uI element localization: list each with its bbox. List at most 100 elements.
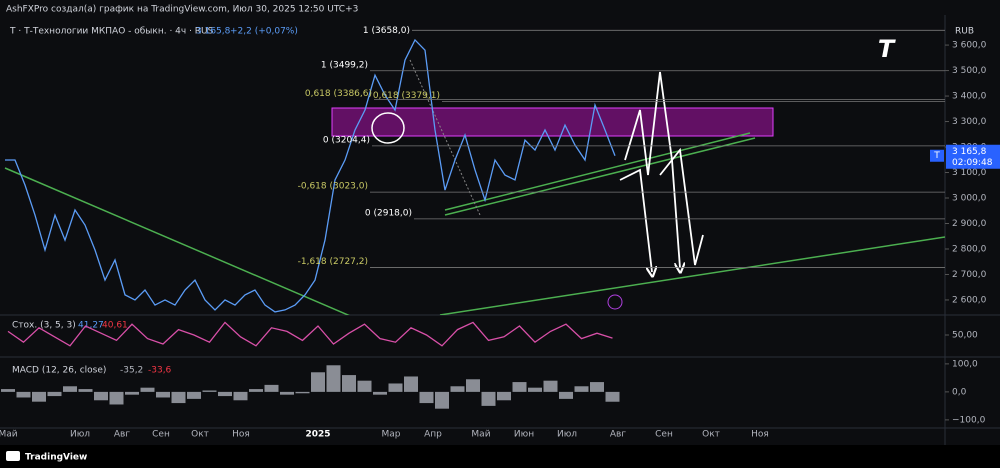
histogram-bar <box>94 391 108 401</box>
dotted-line <box>409 59 481 216</box>
histogram-bar <box>605 391 620 402</box>
histogram-bar <box>47 391 62 397</box>
histogram-bar <box>466 379 480 392</box>
header: AshFXPro создал(а) график на TradingView… <box>6 5 358 15</box>
y-tick-label: 2 900,0 <box>952 219 987 229</box>
y-tick-label: 50,00 <box>952 331 978 341</box>
y-tick-label: 3 000,0 <box>952 194 987 204</box>
price-line <box>7 321 613 347</box>
fib-label: 1 (3499,2) <box>321 60 368 70</box>
tv-logo <box>6 451 20 461</box>
y-tick-label: −100,0 <box>952 415 986 425</box>
histogram-bar <box>342 375 356 392</box>
price-line <box>5 38 616 313</box>
histogram-bar <box>264 384 279 392</box>
histogram-bar <box>109 391 124 405</box>
histogram-bar <box>450 386 465 392</box>
histogram-bar <box>32 391 46 402</box>
last-price-label: 3 165,8 <box>952 147 987 157</box>
x-tick-label: Июл <box>70 430 90 440</box>
histogram-bar <box>202 390 217 392</box>
y-tick-label: 0,0 <box>952 387 967 397</box>
currency: RUB <box>955 27 974 37</box>
trendline <box>444 137 756 216</box>
x-tick-label: Окт <box>191 430 209 440</box>
y-tick-label: 2 600,0 <box>952 295 987 305</box>
histogram-bar <box>249 389 263 392</box>
histogram-bar <box>435 391 449 409</box>
main-pane <box>5 38 616 313</box>
fib-label: -0,618 (3023,0) <box>298 182 368 192</box>
histogram-bar <box>78 389 93 392</box>
x-tick-label: Окт <box>702 430 720 440</box>
last-price-box <box>946 144 1000 169</box>
histogram-bar <box>326 365 341 392</box>
y-tick-label: 100,0 <box>952 359 978 369</box>
trendline <box>439 236 945 315</box>
symbol-title: Т · Т-Технологии МКПАО - обыкн. · 4ч · R… <box>9 27 214 37</box>
y-tick-label: 2 700,0 <box>952 270 987 280</box>
y-tick-label: 3 500,0 <box>952 66 987 76</box>
histogram-bar <box>218 391 232 397</box>
price-header: 3 165,8 <box>196 27 231 37</box>
x-tick-label: Ноя <box>751 430 769 440</box>
macd-value: -33,6 <box>148 366 172 376</box>
histogram-bar <box>373 391 387 395</box>
histogram-bar <box>404 376 418 392</box>
histogram-bar <box>295 391 310 394</box>
y-tick-label: 3 300,0 <box>952 117 987 127</box>
timer: 02:09:48 <box>952 158 993 168</box>
histogram-bar <box>512 382 527 392</box>
stoch-value: 40,61 <box>102 321 128 331</box>
macd-title: MACD (12, 26, close) <box>12 366 106 376</box>
histogram-bar <box>357 380 372 392</box>
x-tick-label: Авг <box>610 430 626 440</box>
histogram-bar <box>543 380 558 392</box>
zone-box <box>331 107 774 137</box>
fib-label: 0 (3204,4) <box>323 135 370 145</box>
x-tick-label: Май <box>471 430 490 440</box>
x-tick-label: Июн <box>514 430 534 440</box>
histogram-bar <box>140 387 155 392</box>
macd-value: -35,2 <box>120 366 143 376</box>
symbol-tag-text: T <box>933 151 940 161</box>
x-tick-label: Июл <box>557 430 577 440</box>
y-tick-label: 3 600,0 <box>952 41 987 51</box>
histogram-bar <box>156 391 170 398</box>
x-tick-label: 2025 <box>305 430 330 440</box>
histogram-bar <box>419 391 434 404</box>
histogram-bar <box>63 386 77 392</box>
fib-label: 0 (2918,0) <box>365 208 412 218</box>
histogram-bar <box>311 372 325 392</box>
change: +2,2 (+0,07%) <box>230 27 298 37</box>
stoch-title: Стох. (3, 5, 3) <box>12 321 76 331</box>
arrow-drawing <box>619 168 652 272</box>
footer-bar <box>0 445 1000 468</box>
drawings <box>4 59 945 315</box>
x-tick-label: Авг <box>114 430 130 440</box>
fib-label: -1,618 (2727,2) <box>298 257 368 267</box>
footer: TradingView <box>25 453 87 463</box>
fib-label: 1 (3658,0) <box>363 26 410 36</box>
histogram-bar <box>125 391 139 395</box>
x-tick-label: Мар <box>382 430 401 440</box>
histogram-bar <box>497 391 511 401</box>
histogram-bar <box>590 382 604 392</box>
logo: T <box>878 35 896 63</box>
histogram-bar <box>559 391 573 399</box>
histogram-bar <box>171 391 186 404</box>
x-tick-label: Апр <box>424 430 442 440</box>
symbol-tag <box>930 149 944 162</box>
y-tick-label: 3 100,0 <box>952 168 987 178</box>
histogram-bar <box>16 391 31 398</box>
arrow-drawing <box>659 147 704 266</box>
y-tick-label: 2 800,0 <box>952 244 987 254</box>
fib-label: 0,618 (3379,1) <box>373 91 440 101</box>
histogram-bar <box>481 391 496 406</box>
histogram-bar <box>187 391 201 399</box>
histogram-bar <box>574 386 589 392</box>
x-tick-label: Май <box>0 430 18 440</box>
histogram-bar <box>528 387 542 392</box>
